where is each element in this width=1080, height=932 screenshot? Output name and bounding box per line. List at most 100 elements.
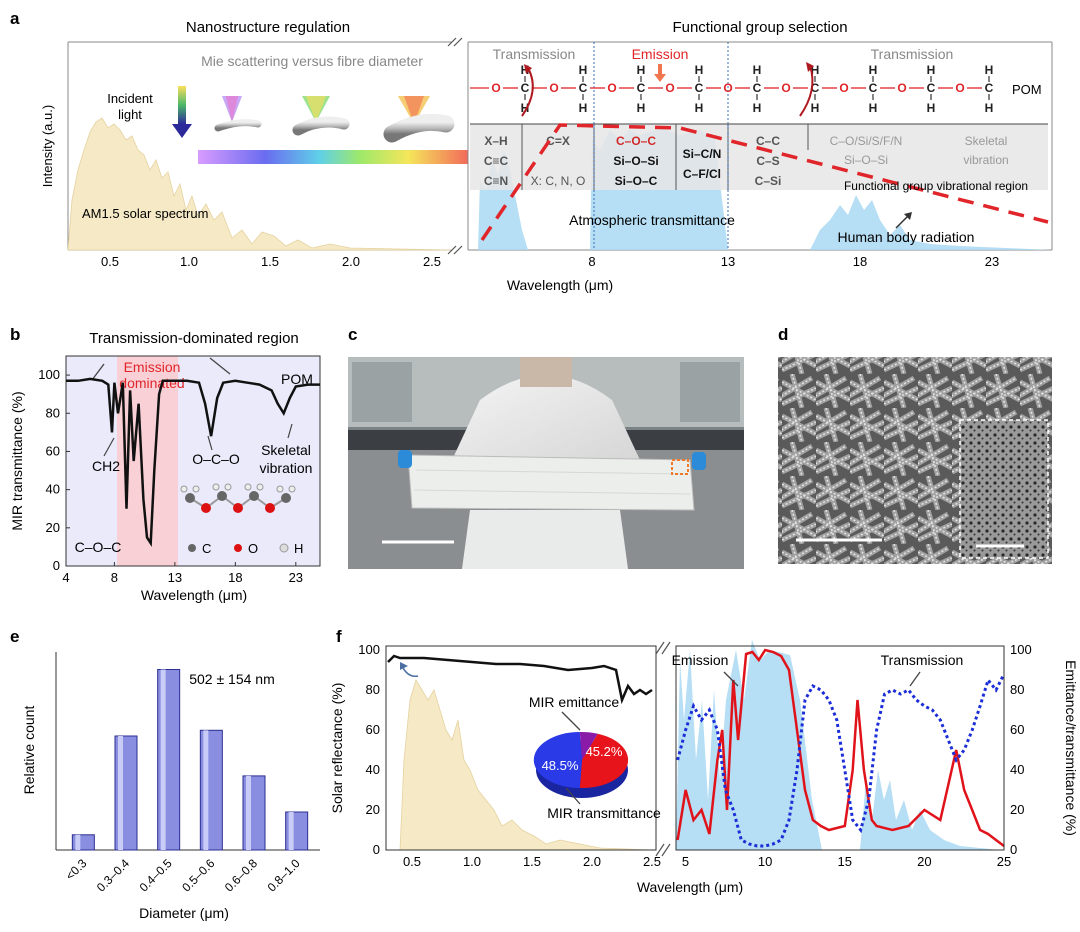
f-ytick-right: 0 [1010,842,1017,857]
chain-hydrogen-atom: H [869,101,878,115]
chain-oxygen-atom: O [723,81,732,95]
chain-hydrogen-atom: H [637,101,646,115]
lab-coat-lower [462,510,628,569]
transmission-label-right: Transmission [871,46,954,62]
f-ylabel-left: Solar reflectance (%) [329,683,345,814]
a-xtick-0.5: 0.5 [101,254,119,269]
sem-region-marker [671,459,689,475]
mie-fibre-thin-icon [214,96,262,132]
group-c-triple-c: C≡C [484,154,509,168]
human-body-radiation-label: Human body radiation [838,229,975,245]
f-emission-label: Emission [672,652,729,668]
mir-transmittance-line [66,377,320,548]
panel-a-title-right: Functional group selection [672,19,847,36]
group-skeletal: Skeletal [965,134,1008,148]
panel-e-letter: e [10,627,19,646]
solar-spectrum-label: AM1.5 solar spectrum [82,206,208,221]
transmission-arrowhead-right-icon [806,62,814,72]
oco-arrow-icon [207,435,213,451]
f-yticks-left: 0 20 40 60 80 100 [358,642,380,857]
pie-emittance-arrow-icon [561,711,581,731]
e-xtick: 0.5–0.6 [179,856,217,894]
panel-e-xlabel: Diameter (μm) [139,905,229,921]
pie-slice [579,733,629,789]
molecule-carbon [217,491,227,501]
molecule-carbon [249,491,259,501]
panel-a: a Nanostructure regulation Functional gr… [10,9,1053,293]
incident-light-label-line2: light [118,107,142,122]
skeletal-label-1: Skeletal [261,442,311,458]
solar-spectrum-area [67,117,453,251]
molecule-hydrogen [224,483,232,491]
mie-scattering-label: Mie scattering versus fibre diameter [201,53,423,69]
group-si-c-n: Si–C/N [683,147,722,161]
b-ytick: 20 [46,520,60,535]
histogram-bar-highlight [160,669,166,850]
f-ytick-right: 20 [1010,802,1024,817]
molecule-carbon [185,493,195,503]
f-transmission-arrow-icon [909,671,921,687]
chain-hydrogen-atom: H [811,101,820,115]
textile-sample [407,454,695,511]
group-si-o-c: Si–O–C [615,174,658,188]
pie-slice [533,732,582,788]
panel-b-pom-label: POM [281,371,313,387]
human-body-radiation-curve [480,123,1049,241]
molecule-hydrogen [244,483,252,491]
b-xtick: 13 [168,570,182,585]
window-boundaries [593,42,729,250]
panel-b-ylabel: MIR transmittance (%) [9,391,25,530]
person-neck [520,357,572,387]
f-ytick-right: 100 [1010,642,1032,657]
f-transmission-label: Transmission [881,652,964,668]
chain-carbon-atom: C [579,81,588,95]
panel-e-ylabel: Relative count [21,706,37,795]
f-atmospheric-area [676,640,1000,850]
b-xtick: 23 [289,570,303,585]
group-c-s: C–S [756,154,779,168]
transmission-arrow-right-icon [799,65,814,117]
solar-reflectance-arrowhead-icon [400,662,408,670]
a-xtick-2.5: 2.5 [423,254,441,269]
wavelength-rainbow-bar [198,150,468,164]
chain-oxygen-atom: O [607,81,616,95]
emission-arrow-icon [654,64,666,82]
molecule-hydrogen [180,485,188,493]
glove-left [398,450,412,468]
molecule-hydrogen [276,485,284,493]
f-ytick-left: 80 [366,682,380,697]
e-xtick: 0.4–0.5 [137,856,175,894]
group-c-double-x: C=X [546,134,570,148]
f-ytick-right: 60 [1010,722,1024,737]
group-c-si: C–Si [755,174,782,188]
mie-fibre-thick-icon [383,96,455,143]
chain-hydrogen-atom: H [579,101,588,115]
f-ytick-left: 0 [373,842,380,857]
f-xtick-left: 2.0 [583,854,601,869]
f-xtick-right: 5 [682,854,689,869]
b-ytick: 80 [46,405,60,420]
molecule-hydrogen [288,485,296,493]
pie-transmittance-label: MIR transmittance [547,805,661,821]
panel-b-xticks: 4 8 13 18 23 [62,562,303,585]
f-ylabel-right: Emittance/transmittance (%) [1063,660,1079,836]
mir-transmittance-line [676,673,1006,848]
f-ytick-left: 60 [366,722,380,737]
f-xticks-left: 0.5 1.0 1.5 2.0 2.5 [403,854,661,869]
legend-c: C [202,541,211,556]
pie-transmittance-arrow-icon [565,787,581,805]
coc-label: C–O–C [75,539,122,555]
skeletal-label-2: vibration [260,460,313,476]
axis-break-icon [447,37,463,255]
e-xtick: <0.3 [63,856,90,883]
f-ytick-right: 80 [1010,682,1024,697]
pie-chart: 45.2% 48.5% [533,731,629,798]
panel-a-left-xticks: 0.5 1.0 1.5 2.0 2.5 [101,254,441,269]
chain-hydrogen-atom: H [927,101,936,115]
histogram-bar-highlight [246,775,251,850]
a-xtick-1.0: 1.0 [180,254,198,269]
lab-coat [452,375,640,460]
panel-c: c [348,325,744,569]
panel-e-bars [71,669,309,851]
pom-molecule-model-icon [180,483,296,513]
